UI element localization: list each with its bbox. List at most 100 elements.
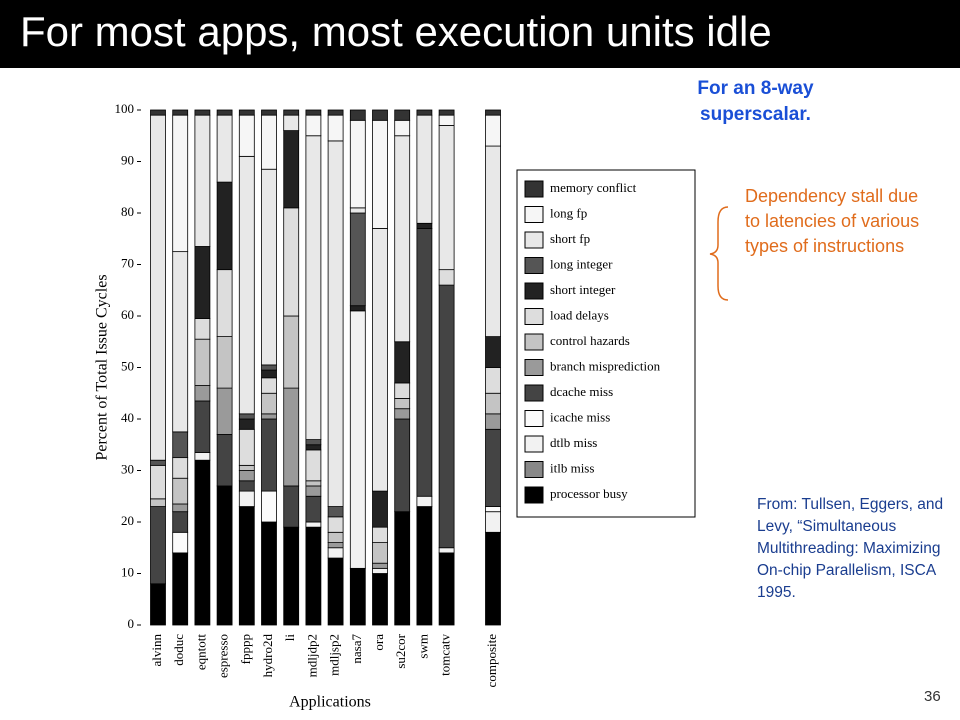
- legend-swatch: [524, 282, 544, 300]
- bar-segment: [349, 305, 366, 312]
- bar-segment: [305, 135, 322, 441]
- bar-segment: [438, 552, 455, 626]
- bar-segment: [372, 109, 388, 121]
- bar-segment: [394, 119, 411, 137]
- bar-segment: [305, 526, 322, 626]
- bar-segment: [150, 498, 166, 507]
- bar-segment: [194, 385, 211, 402]
- bar-segment: [194, 400, 211, 453]
- bar-segment: [283, 387, 300, 487]
- x-tick-label: mdljsp2: [327, 634, 342, 676]
- bar-segment: [349, 212, 366, 307]
- bar-segment: [238, 470, 255, 482]
- x-tick-label: composite: [484, 634, 499, 688]
- bar-segment: [485, 336, 501, 368]
- bar-segment: [194, 459, 211, 626]
- bar-segment: [283, 315, 300, 389]
- citation: From: Tullsen, Eggers, and Levy, “Simult…: [757, 496, 944, 601]
- x-tick-label: tomcatv: [438, 634, 453, 676]
- x-tick-label: swm: [415, 634, 430, 659]
- bar-segment: [216, 114, 233, 183]
- bar-segment: [283, 207, 300, 317]
- y-tick-label: 40: [121, 410, 134, 425]
- legend-swatch: [524, 410, 544, 427]
- legend-swatch: [524, 384, 544, 402]
- bar-segment: [485, 428, 501, 507]
- bar-segment: [261, 168, 277, 366]
- bar-segment: [194, 109, 211, 116]
- bar-segment: [416, 495, 433, 507]
- bar-segment: [150, 114, 166, 461]
- x-tick-label: alvinn: [149, 634, 164, 667]
- bar-segment: [172, 109, 189, 116]
- bar-segment: [150, 464, 166, 500]
- bar-segment: [394, 418, 411, 513]
- bar-segment: [261, 364, 277, 371]
- bar-segment: [238, 418, 255, 430]
- bar-segment: [283, 114, 300, 132]
- bar-segment: [238, 155, 255, 415]
- bar-segment: [394, 341, 411, 384]
- bar-segment: [305, 485, 322, 497]
- legend-label: control hazards: [550, 333, 630, 348]
- bar-segment: [349, 310, 366, 569]
- bar-segment: [485, 392, 501, 415]
- x-tick-label: fpppp: [238, 634, 253, 664]
- bar-segment: [172, 114, 189, 253]
- y-tick-label: 60: [121, 307, 134, 322]
- brace: [709, 206, 729, 301]
- x-tick-label: mdljdp2: [304, 634, 319, 677]
- bar-segment: [416, 506, 433, 626]
- bar-segment: [485, 506, 501, 513]
- bar-segment: [327, 542, 344, 549]
- bar-segment: [327, 516, 344, 533]
- bar-segment: [394, 511, 411, 626]
- bar-segment: [372, 526, 388, 544]
- slide-title: For most apps, most execution units idle: [20, 8, 772, 55]
- bar-segment: [349, 109, 366, 121]
- bar-segment: [194, 246, 211, 319]
- bar-segment: [438, 109, 455, 116]
- x-tick-label: eqntott: [193, 634, 208, 670]
- bar-segment: [372, 490, 388, 528]
- x-tick-label: ora: [371, 634, 386, 651]
- bar-segment: [194, 338, 211, 386]
- bar-segment: [305, 495, 322, 523]
- y-tick-label: 10: [121, 564, 134, 579]
- page-number: 36: [924, 688, 941, 705]
- bar-segment: [283, 485, 300, 528]
- bar-segment: [349, 207, 366, 214]
- legend-swatch: [524, 359, 544, 376]
- bar-segment: [372, 573, 388, 626]
- bar-segment: [238, 109, 255, 116]
- bar-segment: [305, 521, 322, 528]
- bar-segment: [394, 408, 411, 420]
- bar-segment: [261, 109, 277, 116]
- bar-segment: [238, 506, 255, 626]
- legend-label: short integer: [550, 282, 616, 297]
- bar-segment: [438, 114, 455, 126]
- bar-segment: [172, 552, 189, 626]
- legend-swatch: [524, 486, 544, 504]
- bar-segment: [150, 583, 166, 626]
- bar-segment: [216, 109, 233, 116]
- x-tick-label: hydro2d: [260, 634, 275, 678]
- superscalar-note: For an 8-way superscalar.: [697, 78, 814, 125]
- bar-segment: [261, 369, 277, 379]
- title-bar: [0, 0, 960, 68]
- x-tick-label: espresso: [216, 634, 231, 678]
- legend-box: [516, 169, 696, 518]
- bar-segment: [327, 140, 344, 507]
- bar-segment: [261, 377, 277, 394]
- legend-swatch: [524, 257, 544, 274]
- y-tick-label: 0: [128, 616, 135, 631]
- bar-segment: [216, 485, 233, 626]
- legend-label: dcache miss: [550, 384, 613, 399]
- bar-segment: [172, 251, 189, 433]
- bar-segment: [261, 418, 277, 492]
- legend-swatch: [524, 435, 544, 453]
- y-tick-label: 80: [121, 204, 134, 219]
- bar-segment: [485, 367, 501, 394]
